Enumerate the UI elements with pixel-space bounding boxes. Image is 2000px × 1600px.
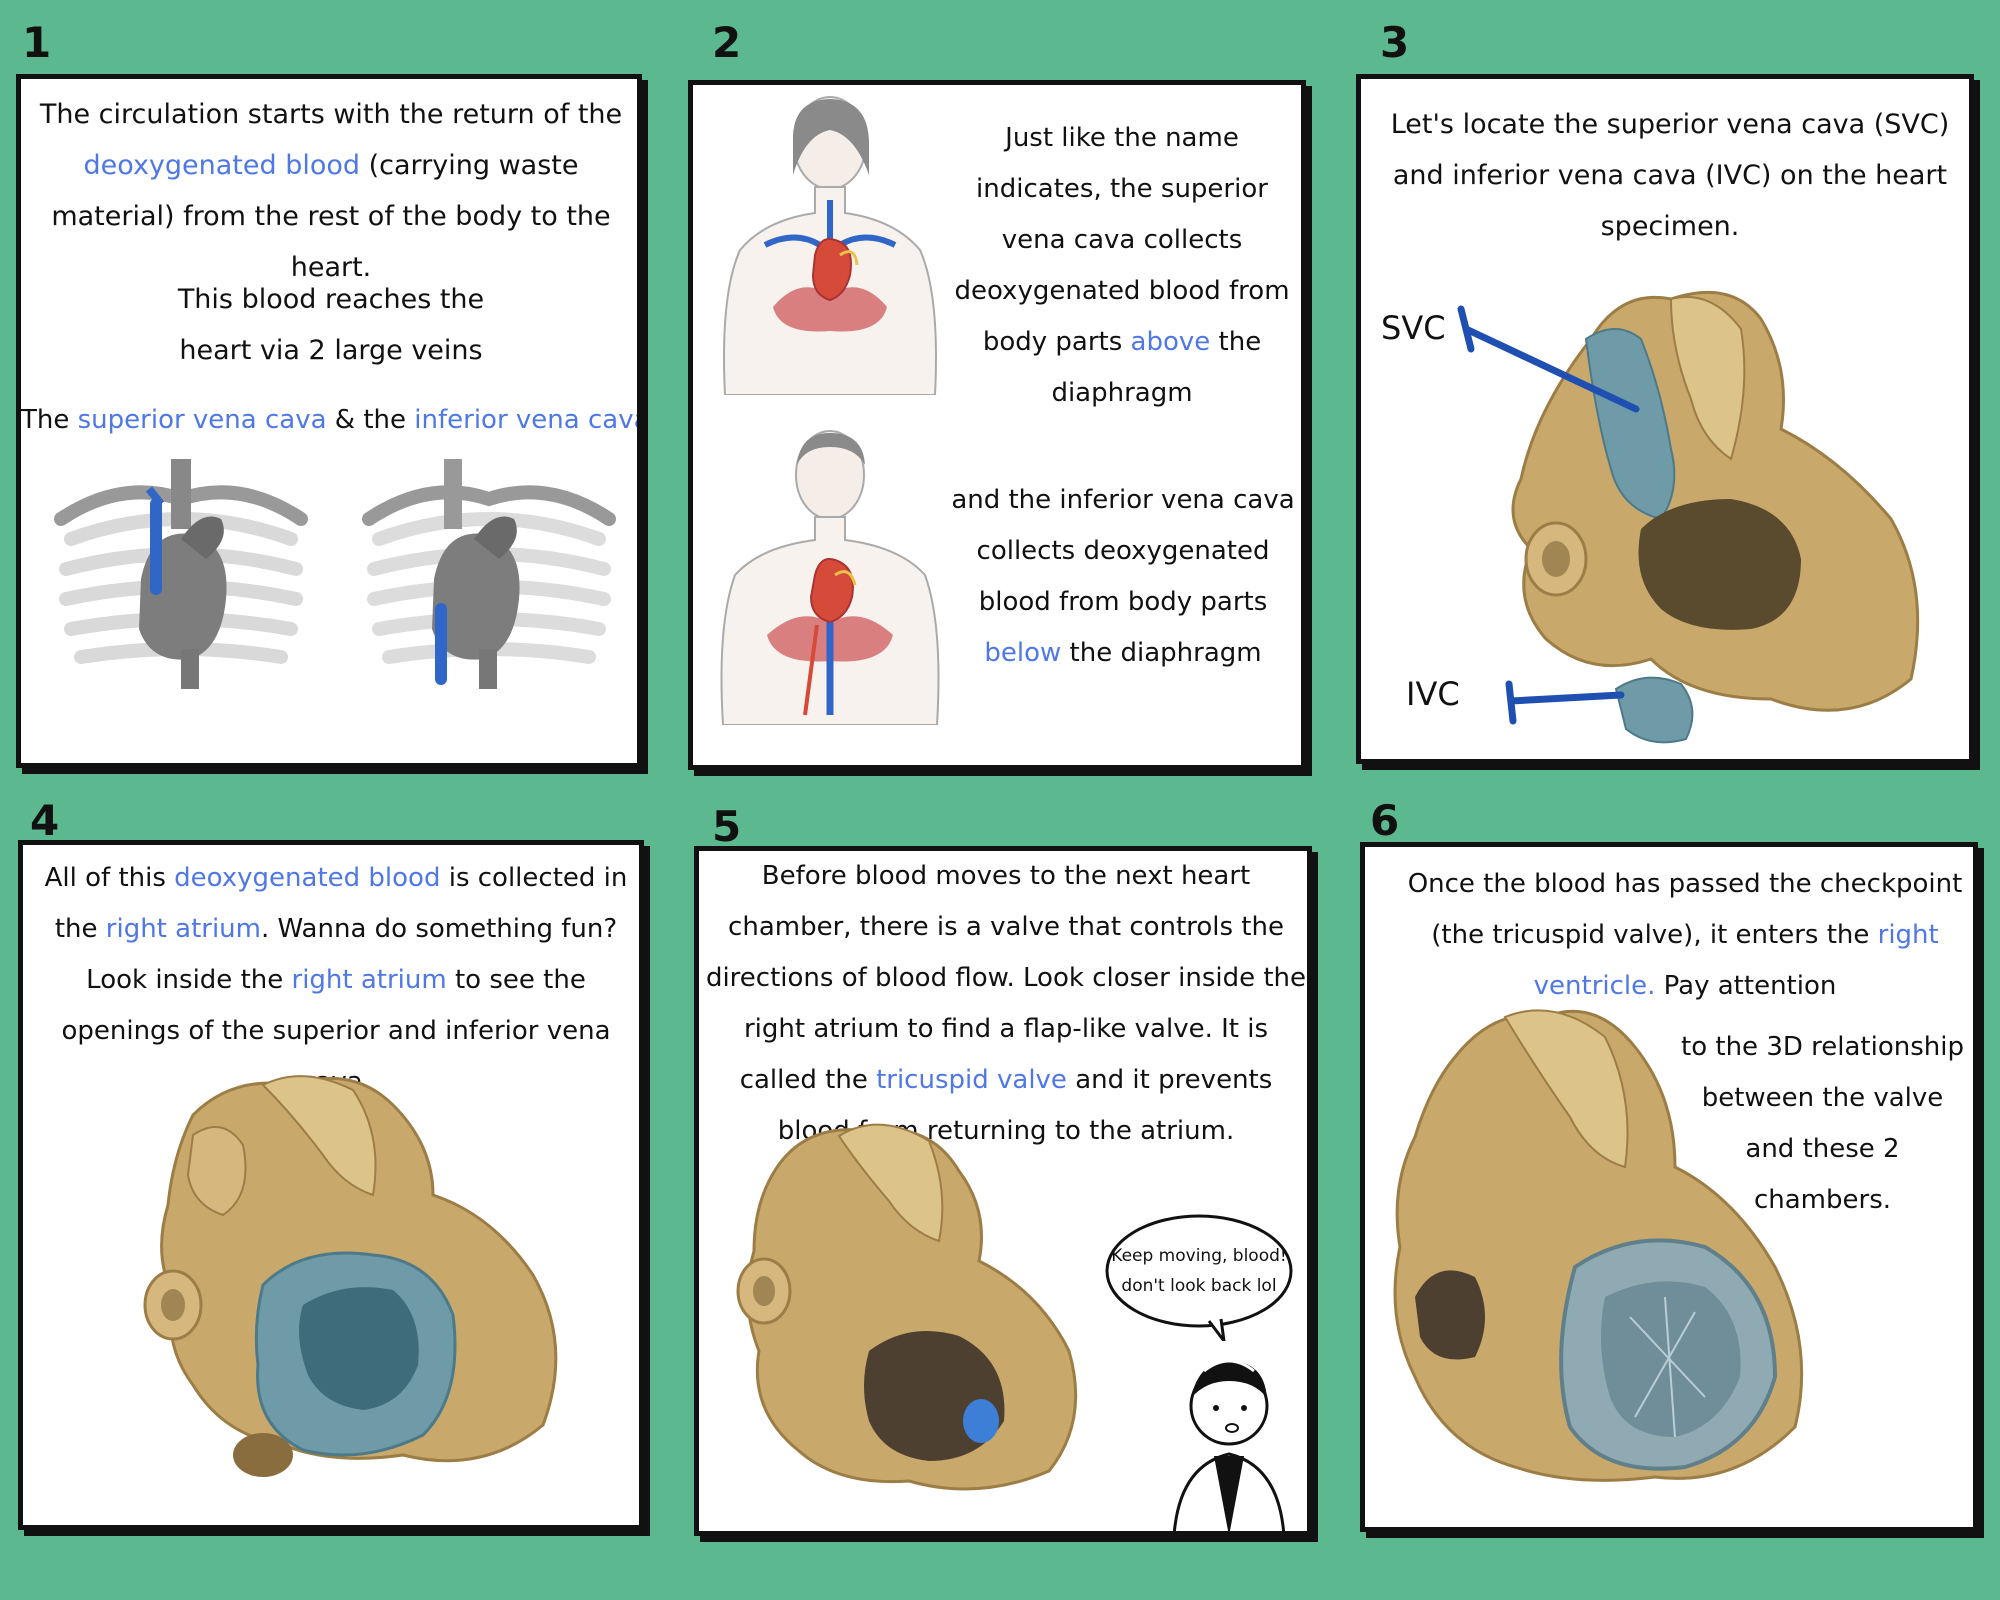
highlight-right-atrium: right atrium — [291, 965, 447, 995]
thorax-ivc-illustration — [362, 459, 616, 689]
female-body-svc-illustration — [723, 96, 937, 395]
text-segment: The — [21, 405, 78, 435]
panel-number-3: 3 — [1380, 18, 1410, 67]
panel-3: Let's locate the superior vena cava (SVC… — [1356, 74, 1974, 764]
text-segment: Once the blood has passed the checkpoint… — [1407, 869, 1963, 950]
panel-number-6: 6 — [1370, 796, 1400, 845]
highlight-right-atrium: right atrium — [105, 914, 261, 944]
text-segment: is collected in the — [54, 863, 628, 944]
highlight-above: above — [1130, 327, 1211, 357]
text-segment: Before blood moves to the next heart cha… — [705, 861, 1307, 1095]
heart-specimen-right-ventricle — [1393, 1009, 1804, 1482]
text-segment: (carrying waste material) from the rest … — [51, 150, 611, 283]
bubble-line-2: don't look back lol — [1121, 1276, 1276, 1296]
panel-5-text: Before blood moves to the next heart cha… — [703, 851, 1307, 1157]
panel-2-ivc-text: and the inferior vena cava collects deox… — [948, 475, 1298, 679]
text-segment: and the inferior vena cava collects deox… — [951, 485, 1295, 617]
panel-4: All of this deoxygenated blood is collec… — [18, 840, 644, 1530]
panel-5: Before blood moves to the next heart cha… — [694, 846, 1312, 1536]
panel-4-text: All of this deoxygenated blood is collec… — [43, 853, 629, 1108]
panel-6: Once the blood has passed the checkpoint… — [1360, 842, 1978, 1532]
cartoon-doctor-character — [1173, 1359, 1285, 1531]
highlight-right-ventricle: right ventricle. — [1533, 920, 1939, 1001]
panel-6-text-top: Once the blood has passed the checkpoint… — [1405, 859, 1965, 1012]
speech-bubble: Keep moving, blood! don't look back lol — [1105, 1214, 1293, 1341]
text-segment: to see the openings of the superior and … — [61, 965, 611, 1097]
panel-number-1: 1 — [22, 18, 52, 67]
panel-1-vena-cava-text: The superior vena cava & the inferior ve… — [21, 395, 637, 446]
panel-1-veins-text: This blood reaches the heart via 2 large… — [177, 284, 485, 366]
panel-2: Just like the name indicates, the superi… — [688, 80, 1306, 770]
highlight-below: below — [984, 638, 1062, 668]
svc-label: SVC — [1381, 309, 1446, 347]
text-segment: Just like the name indicates, the superi… — [954, 123, 1290, 357]
panel-number-5: 5 — [712, 802, 742, 851]
text-segment: & the — [326, 405, 415, 435]
text-segment: the diaphragm — [1051, 327, 1262, 408]
heart-specimen-tricuspid-valve — [736, 1123, 1078, 1491]
highlight-deoxygenated-blood: deoxygenated blood — [174, 863, 441, 893]
panel-number-4: 4 — [30, 796, 60, 845]
thorax-svc-illustration — [54, 459, 308, 689]
text-segment: the diaphragm — [1061, 638, 1262, 668]
heart-specimen-svc-ivc: SVC IVC — [1381, 290, 1920, 744]
panel-1-intro-text: The circulation starts with the return o… — [25, 89, 637, 293]
panel-1: The circulation starts with the return o… — [16, 74, 642, 768]
highlight-tricuspid-valve: tricuspid valve — [876, 1065, 1067, 1095]
highlight-deoxygenated-blood: deoxygenated blood — [83, 150, 361, 181]
bubble-line-1: Keep moving, blood! — [1111, 1246, 1286, 1266]
heart-specimen-right-atrium — [143, 1075, 558, 1477]
text-segment: . Wanna do something fun? Look inside th… — [86, 914, 618, 995]
panel-6-text-bottom: to the 3D relationship between the valve… — [1681, 1032, 1964, 1215]
text-segment: The circulation starts with the return o… — [39, 99, 623, 130]
highlight-superior-vena-cava: superior vena cava — [77, 405, 327, 435]
text-segment: Pay attention — [1655, 971, 1837, 1001]
highlight-inferior-vena-cava: inferior vena cava — [414, 405, 642, 435]
ivc-label: IVC — [1406, 675, 1460, 713]
panel-number-2: 2 — [712, 18, 742, 67]
panel-2-svc-text: Just like the name indicates, the superi… — [943, 113, 1301, 419]
male-body-ivc-illustration — [720, 430, 940, 725]
panel-3-intro-text: Let's locate the superior vena cava (SVC… — [1390, 109, 1950, 242]
text-segment: All of this — [44, 863, 175, 893]
